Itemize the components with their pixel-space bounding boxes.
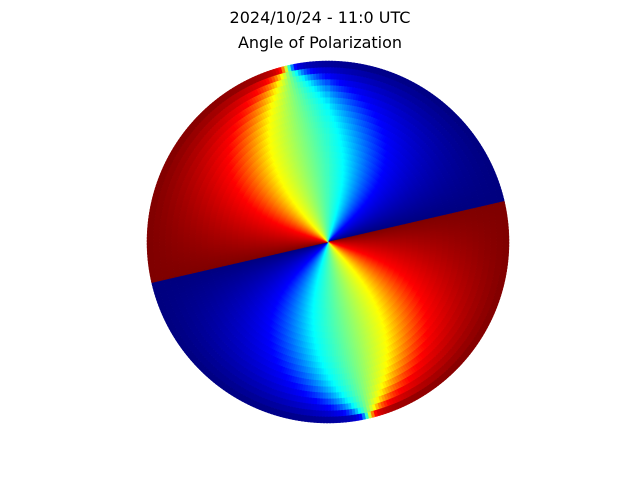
aop-cell xyxy=(326,169,329,176)
aop-cell xyxy=(326,163,330,170)
aop-cell xyxy=(326,187,329,194)
aop-cell xyxy=(327,205,329,213)
aop-cell xyxy=(326,181,329,188)
aop-cell xyxy=(326,193,329,200)
aop-cell xyxy=(327,199,329,207)
polarization-disk xyxy=(146,60,510,424)
aop-cell xyxy=(327,211,329,219)
aop-cell xyxy=(326,175,329,182)
aop-cell xyxy=(327,217,329,225)
aop-cell xyxy=(327,223,329,231)
timestamp-title: 2024/10/24 - 11:0 UTC xyxy=(229,8,411,27)
chart-title: Angle of Polarization xyxy=(237,33,403,52)
